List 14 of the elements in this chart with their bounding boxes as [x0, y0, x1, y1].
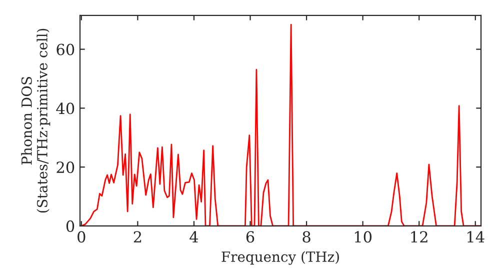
y-axis-title: Phonon DOS (States/THz·primitive cell): [21, 28, 50, 213]
y-tick-label: 40: [56, 102, 74, 114]
y-tick-label: 20: [56, 162, 74, 174]
x-tick-label: 4: [190, 231, 198, 242]
y-tick-label: 60: [56, 44, 74, 56]
x-tick-label: 6: [246, 231, 254, 243]
x-tick-label: 12: [411, 231, 428, 242]
x-axis-title: Frequency (THz): [222, 251, 339, 265]
x-tick-label: 10: [354, 231, 372, 243]
x-tick-label: 0: [78, 231, 86, 243]
x-tick-label: 8: [302, 231, 310, 243]
x-tick-label: 2: [134, 231, 142, 242]
y-tick-label: 0: [66, 220, 74, 232]
x-tick-label: 14: [468, 231, 484, 242]
